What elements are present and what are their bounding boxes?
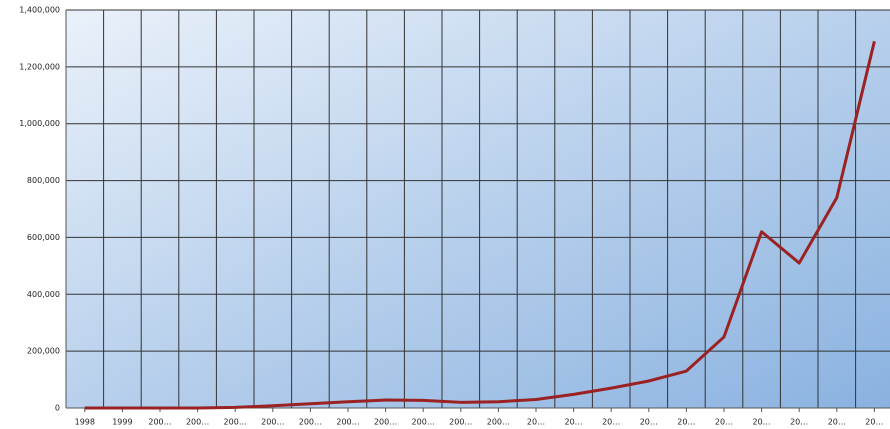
x-tick-label: 200…	[449, 418, 472, 427]
line-series	[84, 40, 876, 410]
plot-area	[66, 10, 890, 408]
x-tick-label: 20…	[527, 418, 545, 427]
y-tick-label: 600,000	[27, 233, 60, 242]
x-tick-label: 20…	[828, 418, 846, 427]
y-tick-label: 1,400,000	[19, 6, 60, 15]
y-tick-label: 1,200,000	[19, 62, 60, 71]
x-tick-label: 20…	[715, 418, 733, 427]
x-tick-label: 20…	[565, 418, 583, 427]
x-tick-label: 200…	[374, 418, 397, 427]
x-tick-label: 20…	[602, 418, 620, 427]
x-tick-label: 200…	[299, 418, 322, 427]
x-tick-label: 20…	[790, 418, 808, 427]
x-tick-label: 200…	[412, 418, 435, 427]
y-tick-label: 400,000	[27, 290, 60, 299]
x-tick-label: 200…	[261, 418, 284, 427]
x-tick-label: 20…	[640, 418, 658, 427]
x-tick-label: 200…	[148, 418, 171, 427]
x-tick-label: 1999	[112, 418, 132, 427]
x-tick-label: 200…	[336, 418, 359, 427]
y-tick-label: 0	[55, 404, 60, 413]
x-tick-label: 20…	[677, 418, 695, 427]
y-tick-label: 1,000,000	[19, 119, 60, 128]
y-tick-label: 800,000	[27, 176, 60, 185]
x-tick-label: 1998	[75, 418, 95, 427]
x-tick-label: 200…	[224, 418, 247, 427]
x-tick-label: 200…	[186, 418, 209, 427]
x-tick-label: 200…	[487, 418, 510, 427]
x-tick-label: 20…	[865, 418, 883, 427]
x-tick-label: 20…	[753, 418, 771, 427]
y-tick-label: 200,000	[27, 347, 60, 356]
